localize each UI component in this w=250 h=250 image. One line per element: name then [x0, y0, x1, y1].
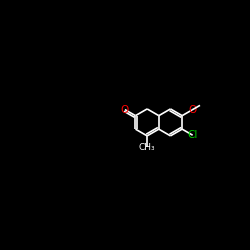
Text: Cl: Cl	[188, 130, 198, 140]
Text: CH₃: CH₃	[139, 143, 156, 152]
Text: O: O	[188, 105, 196, 115]
Text: O: O	[121, 104, 129, 115]
